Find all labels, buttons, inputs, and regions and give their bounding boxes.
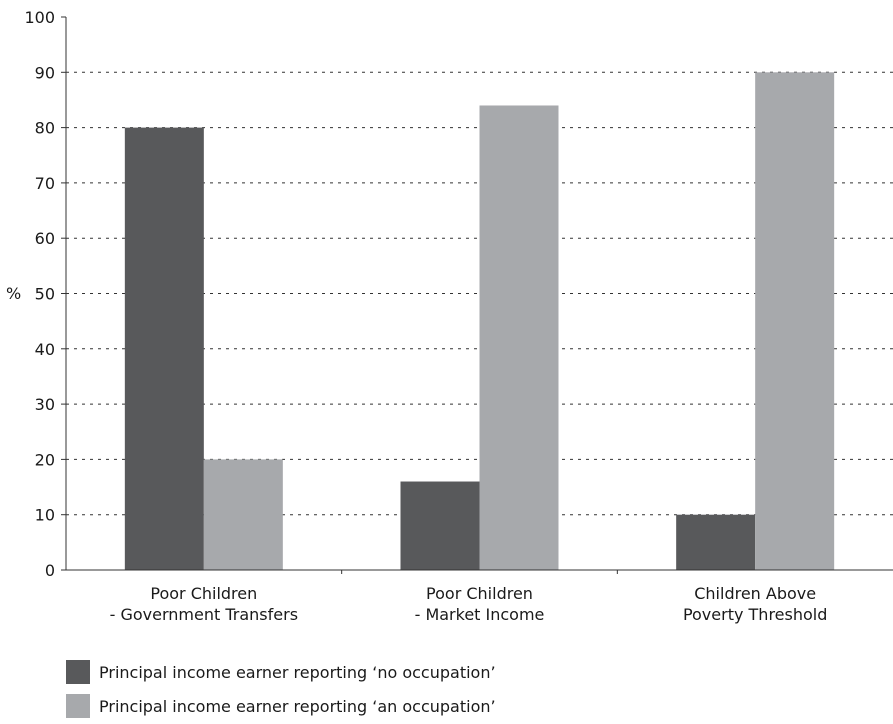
y-tick-label: 80	[35, 119, 55, 138]
x-category-label: Poor Children - Market Income	[415, 584, 545, 624]
legend-item-an-occupation: Principal income earner reporting ‘an oc…	[66, 689, 496, 723]
x-category-label: Children Above Poverty Threshold	[683, 584, 827, 624]
bar	[676, 514, 756, 570]
y-tick-label: 30	[35, 395, 55, 414]
y-axis-label: %	[6, 284, 21, 303]
y-tick-label: 60	[35, 229, 55, 248]
bar	[203, 459, 283, 570]
bar	[400, 481, 480, 570]
x-category-label: Poor Children - Government Transfers	[110, 584, 298, 624]
y-tick-label: 50	[35, 285, 55, 304]
y-tick-labels: 0 10 20 30 40 50 60 70 80 90 100	[24, 8, 55, 580]
bar	[124, 127, 204, 570]
legend-swatch	[66, 660, 90, 684]
legend-swatch	[66, 694, 90, 718]
bars	[124, 72, 835, 571]
bar	[479, 105, 559, 570]
legend-item-no-occupation: Principal income earner reporting ‘no oc…	[66, 655, 496, 689]
legend: Principal income earner reporting ‘no oc…	[66, 655, 496, 723]
y-tick-label: 100	[24, 8, 55, 27]
bar	[755, 72, 835, 571]
y-tick-label: 10	[35, 506, 55, 525]
y-tick-label: 40	[35, 340, 55, 359]
y-tick-label: 0	[45, 561, 55, 580]
axes	[61, 16, 893, 574]
y-tick-label: 90	[35, 63, 55, 82]
y-tick-label: 70	[35, 174, 55, 193]
x-category-labels: Poor Children - Government Transfers Poor …	[110, 584, 828, 624]
bar-chart: 0 10 20 30 40 50 60 70 80 90 100 Poor Children - Go…	[6, 8, 893, 624]
y-tick-label: 20	[35, 450, 55, 469]
legend-label: Principal income earner reporting ‘an oc…	[99, 696, 496, 716]
legend-label: Principal income earner reporting ‘no oc…	[99, 662, 496, 682]
